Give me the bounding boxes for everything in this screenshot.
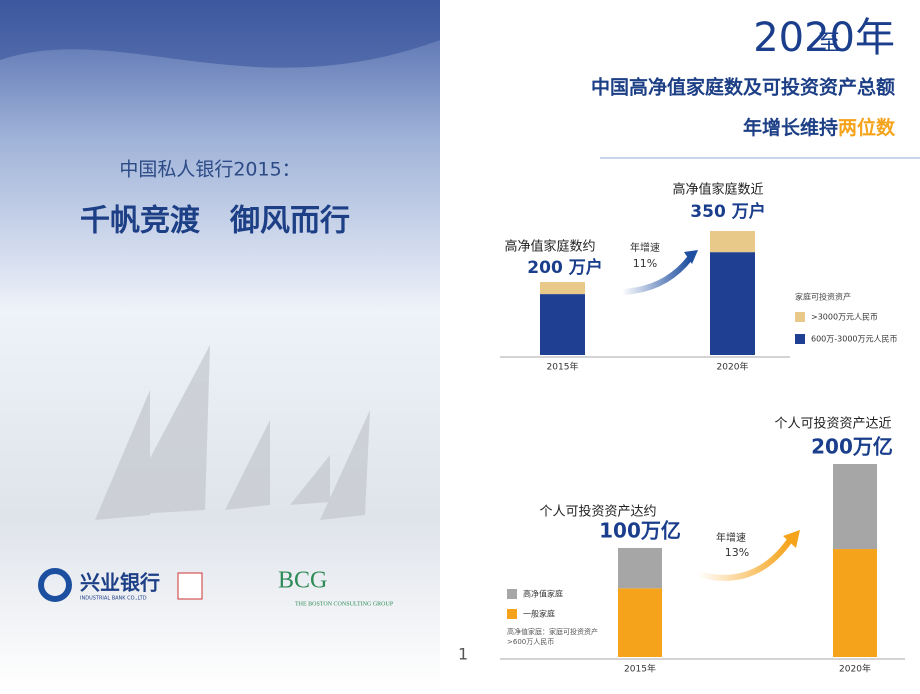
callout-caption: 高净值家庭数近 (672, 182, 763, 198)
header-line2: 年增长维持两位数 (743, 116, 896, 139)
callout-caption: 个人可投资资产达约 (539, 504, 656, 520)
growth-label: 年增速 (716, 531, 746, 544)
legend-title: 家庭可投资资产 (795, 292, 851, 302)
growth-label: 年增速 (630, 241, 660, 254)
header-highlight: 两位数 (838, 116, 896, 139)
cover-subtitle: 中国私人银行2015： (119, 159, 300, 181)
callout-caption: 高净值家庭数约 (504, 239, 595, 255)
x-tick-label: 2015年 (547, 361, 579, 373)
year-prefix: 至 (818, 31, 840, 56)
seal (177, 572, 203, 600)
x-tick-label: 2015年 (624, 663, 656, 675)
sails (95, 345, 370, 520)
callout-amount: 100万亿 (599, 519, 681, 543)
header-line1: 中国高净值家庭数及可投资资产总额 (591, 76, 895, 99)
legend-label: 600万-3000万元人民币 (811, 335, 898, 344)
bar-segment (833, 464, 877, 550)
cover-bg (0, 0, 440, 690)
legend-label: 高净值家庭 (523, 589, 563, 599)
callout-amount: 350 万户 (690, 201, 765, 222)
header-year: 2020年 (753, 15, 895, 61)
bank-logo (38, 568, 72, 602)
bar-segment (618, 547, 662, 589)
x-tick-label: 2020年 (717, 361, 749, 373)
legend-swatch (795, 312, 805, 322)
legend-swatch (507, 589, 517, 599)
legend-label: 一般家庭 (523, 609, 555, 619)
callout-amount: 200万亿 (811, 435, 893, 459)
growth-arrow (697, 538, 793, 581)
bar-segment (833, 549, 877, 657)
header-line2-text: 年增长维持 (743, 116, 838, 139)
growth-arrow-head (684, 250, 698, 264)
growth-arrow-head (783, 530, 800, 548)
legend-swatch (795, 334, 805, 344)
x-tick-label: 2020年 (839, 663, 871, 675)
cover-wave (0, 0, 440, 68)
bar-segment (710, 231, 755, 253)
bank-name-en: INDUSTRIAL BANK CO.,LTD (80, 596, 147, 602)
bcg-name: THE BOSTON CONSULTING GROUP (295, 601, 394, 607)
legend-note: 高净值家庭：家庭可投资资产 (507, 627, 598, 636)
growth-rate: 11% (633, 257, 657, 270)
bar-segment (540, 282, 585, 295)
legend-swatch (507, 609, 517, 619)
bar-segment (618, 588, 662, 657)
growth-rate: 13% (725, 546, 749, 559)
legend-note: >600万人民币 (507, 638, 554, 646)
page-number: 1 (458, 645, 468, 664)
bank-name: 兴业银行 (80, 571, 160, 595)
bar-segment (710, 252, 755, 355)
callout-caption: 个人可投资资产达近 (774, 416, 891, 432)
callout-amount: 200 万户 (527, 257, 602, 278)
bcg-logo: BCG (278, 568, 327, 594)
cover-title: 千帆竞渡 御风而行 (80, 204, 350, 239)
growth-arrow (621, 256, 693, 295)
bar-segment (540, 294, 585, 355)
legend-label: >3000万元人民币 (811, 313, 878, 322)
